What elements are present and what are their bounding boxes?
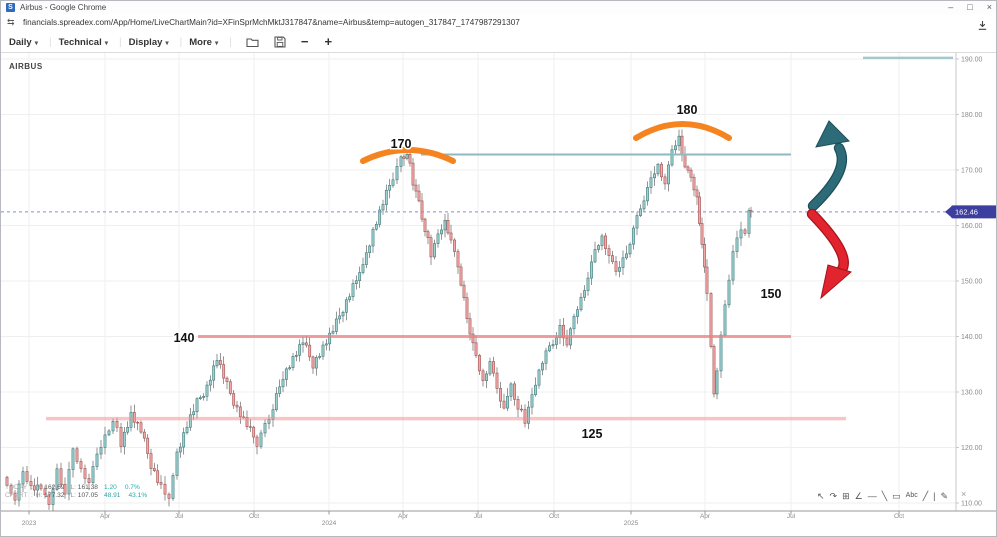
- menu-separator: |: [118, 36, 122, 48]
- chevron-down-icon: ▾: [165, 39, 169, 47]
- pencil-tool-icon[interactable]: ✎: [940, 490, 949, 501]
- download-icon[interactable]: [977, 18, 988, 36]
- trend-angle-tool-icon[interactable]: ∠: [854, 490, 863, 501]
- horizontal-line-tool-icon[interactable]: —: [867, 490, 877, 501]
- zoom-in-button[interactable]: +: [324, 34, 333, 49]
- chart-high: 177.32: [44, 492, 65, 499]
- svg-text:Oct: Oct: [894, 513, 904, 520]
- today-change-pct: 0.7%: [124, 484, 140, 491]
- zoom-out-button[interactable]: −: [300, 34, 309, 49]
- open-folder-icon[interactable]: [246, 37, 260, 48]
- svg-text:2023: 2023: [22, 520, 37, 527]
- text-tool-icon[interactable]: Abc: [905, 491, 918, 499]
- close-button[interactable]: ×: [986, 2, 992, 12]
- svg-text:Apr: Apr: [700, 513, 711, 520]
- title-bar: S Airbus - Google Chrome – □ ×: [1, 1, 996, 15]
- gridlines-layer: [1, 53, 956, 511]
- maximize-button[interactable]: □: [967, 2, 973, 12]
- pointer-tool-icon[interactable]: ↖: [817, 490, 825, 501]
- save-icon[interactable]: [274, 36, 286, 48]
- chart-change: 48.91: [103, 492, 121, 499]
- rectangle-tool-icon[interactable]: ▭: [892, 490, 901, 501]
- rounding-top-arc[interactable]: [360, 147, 456, 164]
- chevron-down-icon: ▾: [34, 39, 38, 47]
- svg-text:Jul: Jul: [175, 513, 184, 520]
- chart-menubar: Daily ▾ | Technical ▾ | Display ▾ | More ▾ |…: [1, 32, 996, 53]
- annotation-label-180[interactable]: 180: [675, 102, 699, 119]
- annotation-label-170[interactable]: 170: [389, 136, 413, 153]
- today-change: 1.20: [103, 484, 117, 491]
- svg-text:170.00: 170.00: [961, 168, 983, 175]
- price-axis-labels: 190.00 180.00 170.00 160.00 150.00 140.00 130.…: [956, 57, 983, 508]
- svg-text:120.00: 120.00: [961, 445, 983, 452]
- svg-text:Jul: Jul: [787, 513, 796, 520]
- svg-text:110.00: 110.00: [961, 501, 982, 508]
- price-chart-canvas[interactable]: 162.46170180140125150190.00180.00170.001…: [1, 53, 997, 537]
- svg-text:Oct: Oct: [249, 513, 259, 520]
- minimize-button[interactable]: –: [948, 2, 954, 12]
- svg-text:160.00: 160.00: [961, 223, 983, 230]
- menu-separator: |: [179, 36, 183, 48]
- svg-text:140.00: 140.00: [961, 334, 983, 341]
- svg-text:Apr: Apr: [398, 513, 409, 520]
- menu-separator: |: [229, 36, 232, 48]
- svg-text:190.00: 190.00: [961, 57, 983, 64]
- menu-daily[interactable]: Daily ▾: [9, 36, 38, 48]
- time-axis-labels: 2023 Apr Jul Oct 2024 Apr Jul Oct 2025 Apr Jul Oct: [22, 511, 904, 527]
- candles-layer: [5, 129, 753, 511]
- curved-arrow-tool-icon[interactable]: ↷: [829, 490, 838, 501]
- menu-technical[interactable]: Technical ▾: [58, 36, 108, 48]
- sloped-line-tool-icon[interactable]: ╲: [881, 490, 888, 501]
- chevron-down-icon: ▾: [104, 39, 108, 47]
- annotation-label-140[interactable]: 140: [172, 330, 196, 347]
- legend-chart-row: CHART: H: 177.32 L: 107.05 48.91 43.1%: [5, 492, 148, 499]
- up-curved-arrow[interactable]: [807, 120, 851, 212]
- svg-text:Apr: Apr: [100, 513, 111, 520]
- window-title: Airbus - Google Chrome: [20, 3, 107, 12]
- chevron-down-icon: ▾: [214, 39, 219, 47]
- site-favicon: S: [6, 3, 15, 12]
- price-badge: 162.46: [945, 205, 996, 219]
- chart-change-pct: 43.1%: [128, 492, 148, 499]
- svg-text:2024: 2024: [322, 520, 337, 527]
- tab-switch-icon[interactable]: ⇆: [7, 17, 15, 27]
- window-controls: – □ ×: [948, 1, 992, 14]
- today-high: 162.69: [44, 484, 65, 491]
- address-url[interactable]: financials.spreadex.com/App/Home/LiveCha…: [23, 18, 520, 27]
- down-curved-arrow[interactable]: [806, 208, 853, 300]
- chart-low: 107.05: [77, 492, 98, 499]
- menu-more[interactable]: More ▾: [189, 36, 219, 48]
- svg-text:Oct: Oct: [549, 513, 559, 520]
- legend-today-row: TODAY: H: 162.69 L: 161.38 1.20 0.7%: [5, 484, 140, 491]
- svg-text:150.00: 150.00: [961, 279, 983, 286]
- menu-separator: |: [48, 36, 52, 48]
- rounding-top-arc[interactable]: [633, 121, 732, 141]
- annotation-label-150[interactable]: 150: [759, 286, 783, 303]
- svg-text:180.00: 180.00: [961, 112, 983, 119]
- ohlc-legend: TODAY: H: 162.69 L: 161.38 1.20 0.7% CHA…: [5, 484, 155, 500]
- drawing-toolbar: ↖ ↷ ⊞ ∠ — ╲ ▭ Abc ╱ | ✎: [817, 488, 948, 503]
- today-low: 161.38: [77, 484, 98, 491]
- menu-display[interactable]: Display ▾: [128, 36, 169, 48]
- vertical-line-tool-icon[interactable]: |: [933, 490, 936, 501]
- grid-tool-icon[interactable]: ⊞: [842, 490, 850, 501]
- annotation-label-125[interactable]: 125: [580, 426, 604, 443]
- svg-text:2025: 2025: [624, 520, 639, 527]
- svg-text:Jul: Jul: [474, 513, 483, 520]
- diagonal-line-tool-icon[interactable]: ╱: [922, 490, 929, 501]
- symbol-label: AIRBUS: [9, 62, 43, 71]
- price-badge-value: 162.46: [955, 208, 978, 217]
- svg-text:130.00: 130.00: [961, 390, 983, 397]
- close-drawing-toolbar-button[interactable]: ×: [961, 489, 967, 499]
- url-bar: ⇆ financials.spreadex.com/App/Home/LiveC…: [1, 14, 996, 33]
